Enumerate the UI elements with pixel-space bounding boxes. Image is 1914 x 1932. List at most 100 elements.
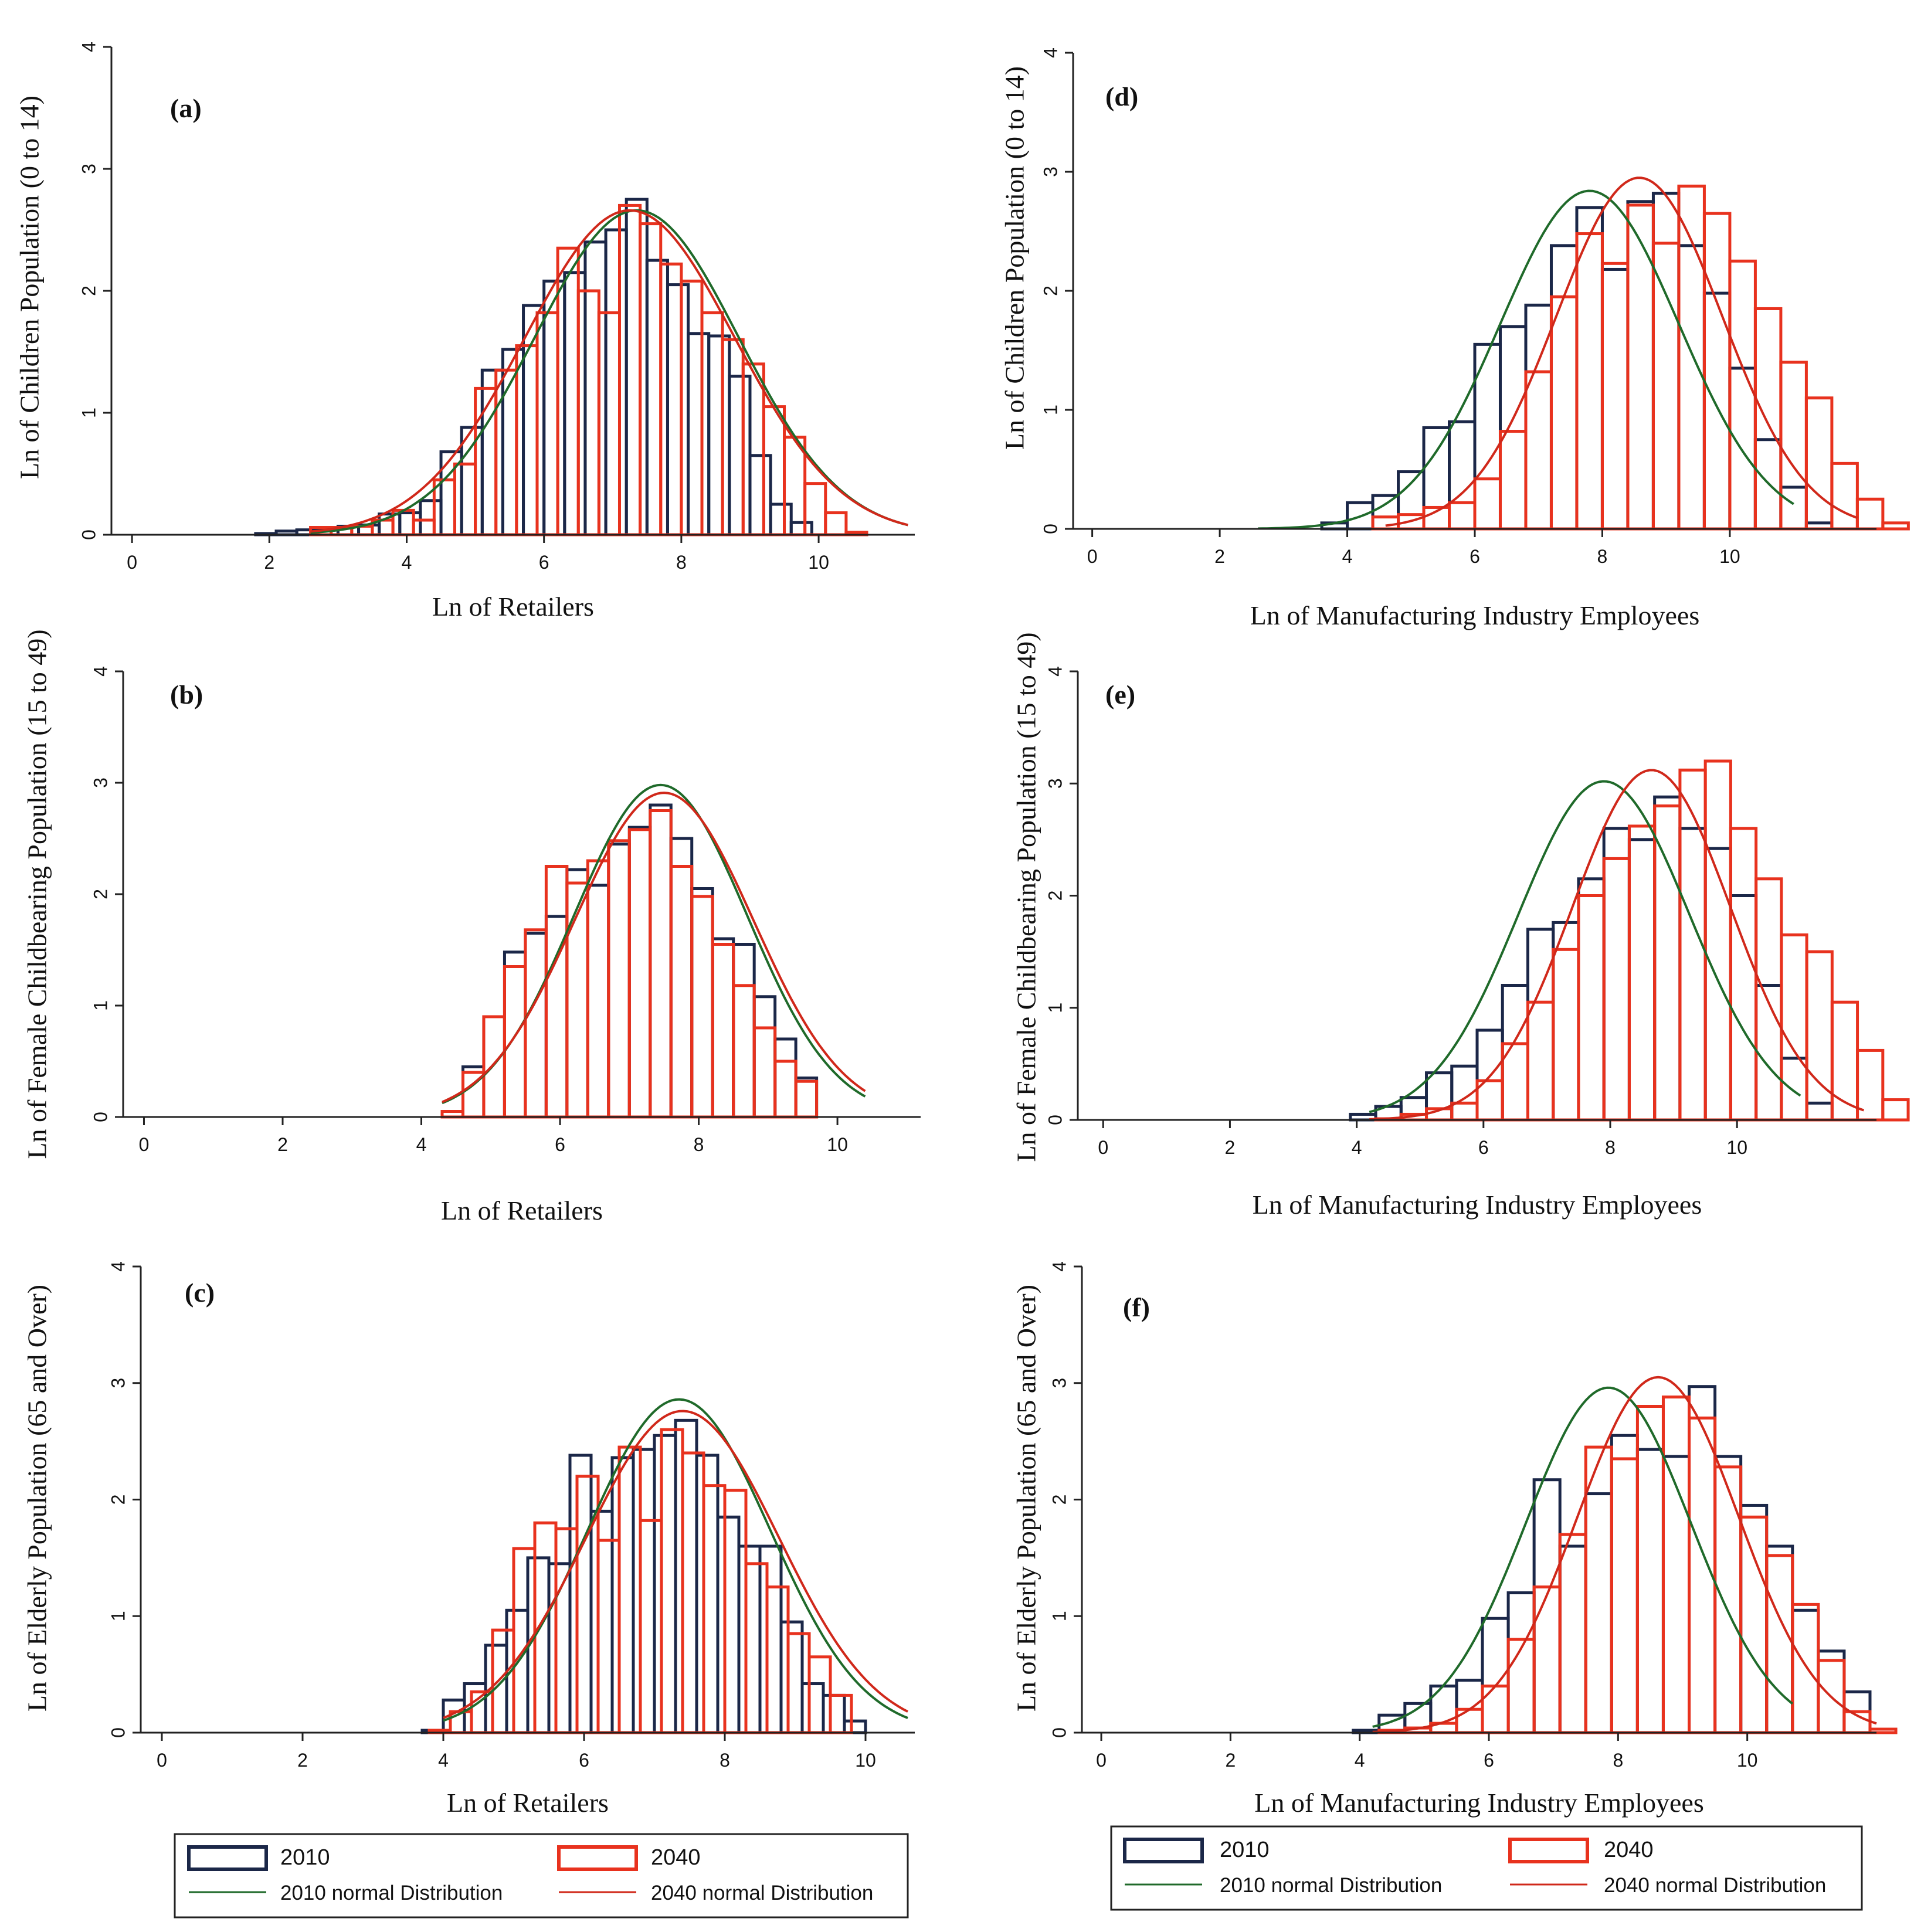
bar-a-2010-20 — [666, 283, 690, 537]
bar-d-2010-14 — [1677, 244, 1706, 531]
bar-d-2010-16 — [1728, 366, 1757, 531]
bar-f-2010-8 — [1558, 1544, 1587, 1734]
bar-a-2010-10 — [460, 426, 484, 537]
chart-panel-a: 0 2 4 6 8 10 0 1 2 3 4 (a) Ln of Retailers Ln of Chil… — [15, 42, 915, 622]
y-tick-label-a-1: 1 — [78, 408, 99, 418]
bar-a-2010-16 — [583, 240, 608, 537]
y-tick-label-d-2: 2 — [1040, 286, 1061, 296]
x-tick-label-f-5: 10 — [1737, 1750, 1758, 1771]
y-axis-title-f: Ln of Elderly Population (65 and Over) — [1012, 1285, 1041, 1712]
bar-c-2010-8 — [589, 1509, 614, 1734]
bar-f-2040-15 — [1765, 1554, 1794, 1734]
y-axis-title-e: Ln of Female Childbearing Population (15… — [1012, 632, 1041, 1162]
bar-f-2010-15 — [1739, 1503, 1769, 1734]
bar-c-2040-8 — [596, 1539, 621, 1734]
x-tick-label-b-1: 2 — [277, 1134, 288, 1155]
y-tick-label-d-0: 0 — [1040, 524, 1061, 534]
bar-e-2040-6 — [1526, 1000, 1555, 1122]
bar-c-2010-14 — [716, 1515, 741, 1734]
x-tick-label-c-2: 4 — [438, 1750, 449, 1771]
bar-b-2010-0 — [461, 1065, 486, 1119]
bar-b-2040-10 — [649, 809, 673, 1119]
x-tick-label-d-1: 2 — [1214, 546, 1225, 567]
x-tick-label-c-0: 0 — [157, 1750, 167, 1771]
bar-c-2040-13 — [702, 1484, 727, 1734]
x-tick-label-e-4: 8 — [1605, 1137, 1616, 1158]
y-tick-label-a-4: 4 — [78, 42, 99, 52]
bar-b-2010-6 — [586, 884, 610, 1119]
bar-b-2040-13 — [711, 943, 735, 1119]
bar-d-2010-7 — [1498, 325, 1528, 531]
bar-d-2040-17 — [1804, 396, 1834, 531]
bar-f-2040-10 — [1635, 1405, 1665, 1734]
bar-a-2010-26 — [789, 521, 813, 537]
bar-c-2040-10 — [639, 1519, 663, 1734]
curve-f-2040 — [1372, 1376, 1877, 1733]
x-tick-label-c-4: 8 — [720, 1750, 730, 1771]
bar-a-2040-6 — [432, 478, 456, 537]
bar-b-2040-12 — [690, 895, 714, 1119]
bar-f-2040-19 — [1868, 1727, 1898, 1734]
x-tick-label-f-1: 2 — [1225, 1750, 1236, 1771]
bar-e-2040-14 — [1729, 827, 1758, 1122]
bar-a-2040-10 — [515, 344, 539, 537]
bar-a-2040-18 — [680, 279, 704, 537]
bar-f-2010-13 — [1688, 1385, 1717, 1734]
x-tick-label-e-1: 2 — [1225, 1137, 1236, 1158]
bar-c-2040-2 — [470, 1690, 494, 1734]
x-tick-label-c-5: 10 — [855, 1750, 876, 1771]
bar-a-2040-25 — [824, 511, 848, 537]
panel-label-c: (c) — [185, 1278, 215, 1308]
bar-f-2040-5 — [1506, 1638, 1536, 1734]
bar-f-2040-11 — [1661, 1395, 1691, 1734]
bar-c-2040-12 — [681, 1451, 705, 1734]
bar-d-2040-20 — [1881, 521, 1910, 531]
legend-right-label-2040: 2040 — [1604, 1838, 1654, 1862]
bar-c-2040-1 — [449, 1710, 473, 1734]
bar-d-2040-5 — [1498, 430, 1528, 531]
bar-d-2010-9 — [1549, 244, 1579, 531]
curve-a-2040 — [310, 209, 908, 533]
y-tick-label-b-2: 2 — [90, 889, 111, 899]
y-tick-label-c-3: 3 — [107, 1378, 128, 1388]
bar-f-2010-16 — [1765, 1544, 1794, 1734]
bar-e-2010-17 — [1780, 1057, 1808, 1122]
bar-e-2010-8 — [1552, 921, 1580, 1122]
panel-label-d: (d) — [1105, 82, 1138, 111]
bar-f-2010-14 — [1713, 1455, 1743, 1734]
bar-e-2040-15 — [1754, 877, 1783, 1122]
bar-a-2040-9 — [494, 368, 518, 537]
x-tick-label-a-5: 10 — [808, 552, 829, 573]
x-axis-title-f: Ln of Manufacturing Industry Employees — [1254, 1788, 1703, 1818]
bar-d-2010-11 — [1600, 267, 1630, 531]
bar-d-2040-13 — [1702, 212, 1732, 531]
x-tick-label-f-0: 0 — [1096, 1750, 1107, 1771]
bar-a-2010-8 — [419, 499, 443, 537]
y-tick-label-f-3: 3 — [1048, 1378, 1070, 1388]
bar-d-2040-9 — [1600, 262, 1630, 531]
x-tick-label-d-2: 4 — [1342, 546, 1353, 567]
bar-b-2010-12 — [711, 937, 735, 1119]
bar-e-2040-9 — [1602, 857, 1631, 1122]
y-tick-label-a-3: 3 — [78, 164, 99, 174]
bar-b-2010-11 — [690, 887, 714, 1119]
bar-d-2010-4 — [1422, 426, 1451, 531]
curve-f-2010 — [1372, 1386, 1794, 1728]
y-tick-label-d-4: 4 — [1040, 47, 1061, 58]
y-tick-label-e-1: 1 — [1044, 1003, 1065, 1013]
bar-e-2040-20 — [1881, 1098, 1910, 1122]
bar-b-2010-16 — [794, 1077, 819, 1119]
x-tick-label-c-3: 6 — [579, 1750, 589, 1771]
bar-f-2010-4 — [1455, 1679, 1484, 1734]
y-tick-label-b-0: 0 — [90, 1112, 111, 1122]
bar-c-2010-16 — [758, 1544, 783, 1734]
bar-c-2010-15 — [737, 1544, 762, 1734]
x-tick-label-d-4: 8 — [1597, 546, 1608, 567]
bar-e-2010-11 — [1627, 838, 1657, 1122]
y-tick-label-f-0: 0 — [1048, 1727, 1070, 1738]
bar-d-2040-0 — [1371, 515, 1400, 531]
legend-left-swatch-2040 — [557, 1845, 638, 1871]
x-tick-label-a-1: 2 — [264, 552, 274, 573]
bar-e-2040-10 — [1627, 824, 1657, 1122]
